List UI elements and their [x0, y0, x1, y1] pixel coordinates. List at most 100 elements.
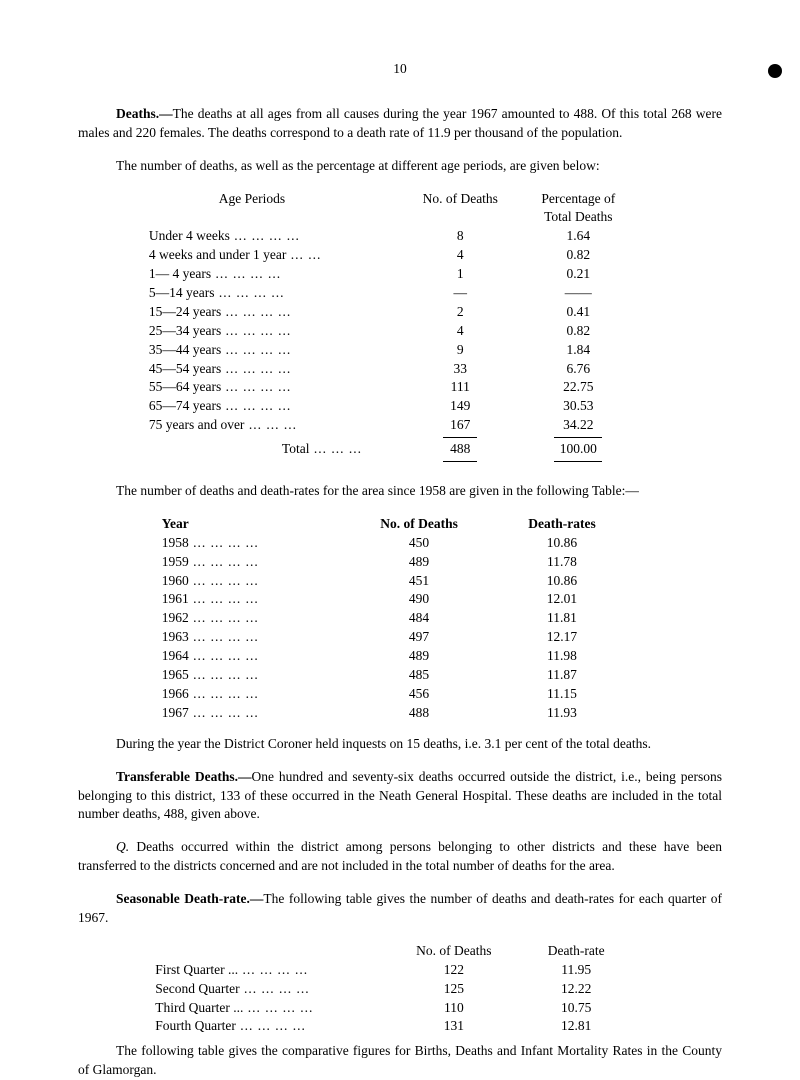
- year-header-n: No. of Deaths: [352, 515, 485, 534]
- age-label: 75 years and over: [149, 417, 245, 432]
- year-row: 1963 497 12.17: [162, 628, 639, 647]
- year-row: 1958 450 10.86: [162, 534, 639, 553]
- quarter-rate: 12.22: [508, 980, 645, 999]
- year-rate: 12.01: [486, 590, 638, 609]
- age-row: Under 4 weeks 8 1.64: [149, 227, 651, 246]
- age-label: 55—64 years: [149, 379, 221, 394]
- ink-dot-decoration: [768, 64, 782, 78]
- para-transferable: Transferable Deaths.—One hundred and sev…: [78, 768, 722, 825]
- year-row: 1966 456 11.15: [162, 685, 639, 704]
- quarter-row: First Quarter ... 122 11.95: [155, 961, 644, 980]
- age-row: 5—14 years — ——: [149, 284, 651, 303]
- year-row: 1965 485 11.87: [162, 666, 639, 685]
- year-rate: 11.78: [486, 553, 638, 572]
- para-deaths: Deaths.—The deaths at all ages from all …: [78, 105, 722, 143]
- age-label: 35—44 years: [149, 342, 221, 357]
- final-text: The following table gives the comparativ…: [78, 1043, 722, 1077]
- year-n: 497: [352, 628, 485, 647]
- age-row: 75 years and over 167 34.22: [149, 416, 651, 435]
- quarter-n: 110: [400, 999, 508, 1018]
- age-row: 1— 4 years 1 0.21: [149, 265, 651, 284]
- year-val: 1967: [162, 705, 189, 720]
- year-val: 1960: [162, 573, 189, 588]
- year-val: 1965: [162, 667, 189, 682]
- year-n: 489: [352, 647, 485, 666]
- year-n: 489: [352, 553, 485, 572]
- year-table: Year No. of Deaths Death-rates 1958 450 …: [162, 515, 639, 723]
- quarter-row: Second Quarter 125 12.22: [155, 980, 644, 999]
- age-total-row: Total 488 100.00: [149, 440, 651, 459]
- quarter-row: Fourth Quarter 131 12.81: [155, 1017, 644, 1036]
- para-coroner: During the year the District Coroner hel…: [78, 735, 722, 754]
- age-row: 4 weeks and under 1 year 4 0.82: [149, 246, 651, 265]
- year-n: 456: [352, 685, 485, 704]
- quarter-n: 125: [400, 980, 508, 999]
- year-val: 1961: [162, 591, 189, 606]
- year-rate: 10.86: [486, 572, 638, 591]
- seasonable-label: Seasonable Death-rate.—: [116, 891, 263, 906]
- age-deaths: 1: [415, 265, 505, 284]
- year-rate: 11.93: [486, 704, 638, 723]
- age-label: 1— 4 years: [149, 266, 211, 281]
- number-deaths-text: The number of deaths, as well as the per…: [116, 158, 600, 173]
- year-header-rate: Death-rates: [486, 515, 638, 534]
- age-deaths: 167: [415, 416, 505, 435]
- quarter-label: Second Quarter: [155, 981, 239, 996]
- year-row: 1959 489 11.78: [162, 553, 639, 572]
- age-pct: 0.41: [505, 303, 651, 322]
- quarter-table: No. of Deaths Death-rate First Quarter .…: [155, 942, 644, 1036]
- coroner-text: During the year the District Coroner hel…: [116, 736, 651, 751]
- age-label: 4 weeks and under 1 year: [149, 247, 287, 262]
- year-row: 1962 484 11.81: [162, 609, 639, 628]
- quarter-n: 131: [400, 1017, 508, 1036]
- transferable-label: Transferable Deaths.—: [116, 769, 251, 784]
- quarter-header: No. of Deaths Death-rate: [155, 942, 644, 961]
- quarter-n: 122: [400, 961, 508, 980]
- quarter-header-n: No. of Deaths: [400, 942, 508, 961]
- age-deaths: 2: [415, 303, 505, 322]
- quarter-header-rate: Death-rate: [508, 942, 645, 961]
- year-rate: 11.81: [486, 609, 638, 628]
- para-seasonable: Seasonable Death-rate.—The following tab…: [78, 890, 722, 928]
- age-pct: 0.82: [505, 322, 651, 341]
- deaths-label: Deaths.—: [116, 106, 173, 121]
- age-pct: ——: [505, 284, 651, 303]
- year-row: 1961 490 12.01: [162, 590, 639, 609]
- age-pct: 22.75: [505, 378, 651, 397]
- age-table-header-2: Total Deaths: [149, 208, 651, 227]
- age-deaths: 9: [415, 341, 505, 360]
- age-total-pct: 100.00: [505, 440, 651, 459]
- year-rate: 12.17: [486, 628, 638, 647]
- age-header-periods: Age Periods: [149, 190, 415, 209]
- age-rule-row-2: [149, 459, 651, 464]
- year-header-year: Year: [162, 515, 353, 534]
- year-row: 1967 488 11.93: [162, 704, 639, 723]
- age-table-header: Age Periods No. of Deaths Percentage of: [149, 190, 651, 209]
- year-n: 484: [352, 609, 485, 628]
- quarter-rate: 12.81: [508, 1017, 645, 1036]
- quarter-rate: 10.75: [508, 999, 645, 1018]
- year-val: 1966: [162, 686, 189, 701]
- para-number-deaths: The number of deaths, as well as the per…: [78, 157, 722, 176]
- year-n: 451: [352, 572, 485, 591]
- quarter-label: Third Quarter: [155, 1000, 230, 1015]
- age-pct: 30.53: [505, 397, 651, 416]
- age-pct: 0.21: [505, 265, 651, 284]
- age-deaths: —: [415, 284, 505, 303]
- age-label: 15—24 years: [149, 304, 221, 319]
- year-n: 485: [352, 666, 485, 685]
- year-val: 1964: [162, 648, 189, 663]
- age-row: 15—24 years 2 0.41: [149, 303, 651, 322]
- age-header-pct: Percentage of: [505, 190, 651, 209]
- year-row: 1964 489 11.98: [162, 647, 639, 666]
- age-header-deaths: No. of Deaths: [415, 190, 505, 209]
- para-year-intro: The number of deaths and death-rates for…: [78, 482, 722, 501]
- age-pct: 6.76: [505, 360, 651, 379]
- age-pct: 1.84: [505, 341, 651, 360]
- age-label: 45—54 years: [149, 361, 221, 376]
- age-row: 45—54 years 33 6.76: [149, 360, 651, 379]
- quarter-label: Fourth Quarter: [155, 1018, 236, 1033]
- age-total-deaths: 488: [415, 440, 505, 459]
- age-row: 55—64 years 111 22.75: [149, 378, 651, 397]
- quarter-rate: 11.95: [508, 961, 645, 980]
